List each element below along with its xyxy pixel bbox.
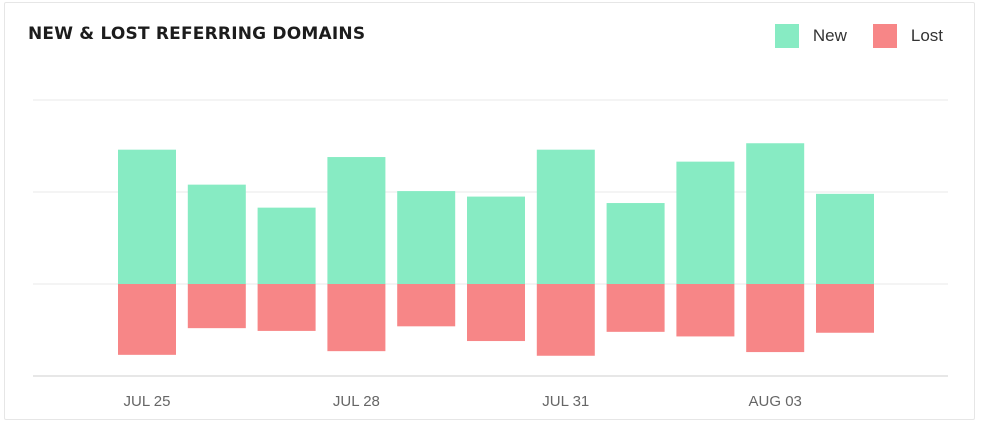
- bar-new-8[interactable]: [676, 161, 735, 284]
- x-tick-label: JUL 28: [333, 393, 380, 410]
- bar-lost-9[interactable]: [746, 284, 805, 353]
- bar-lost-3[interactable]: [327, 284, 386, 352]
- x-tick-label: JUL 31: [542, 393, 589, 410]
- legend-item-lost[interactable]: Lost: [872, 24, 943, 48]
- legend-swatch-new: [774, 24, 799, 48]
- bar-new-9[interactable]: [746, 143, 805, 284]
- bar-new-0[interactable]: [118, 149, 176, 284]
- bar-lost-10[interactable]: [816, 284, 874, 333]
- bar-new-6[interactable]: [536, 149, 595, 284]
- bar-lost-5[interactable]: [467, 284, 525, 342]
- legend-item-new[interactable]: New: [774, 24, 847, 48]
- bar-lost-2[interactable]: [257, 284, 316, 331]
- bar-new-5[interactable]: [467, 196, 525, 284]
- bar-new-7[interactable]: [606, 203, 665, 284]
- bar-lost-8[interactable]: [676, 284, 735, 337]
- bar-new-4[interactable]: [397, 191, 456, 284]
- bar-new-2[interactable]: [257, 207, 316, 284]
- chart-legend: New Lost: [749, 24, 943, 48]
- bar-lost-0[interactable]: [118, 284, 176, 355]
- legend-swatch-lost: [872, 24, 897, 48]
- bar-new-3[interactable]: [327, 157, 386, 284]
- x-tick-label: AUG 03: [749, 393, 802, 410]
- bar-lost-7[interactable]: [606, 284, 665, 332]
- bars: [118, 143, 874, 356]
- chart-title: NEW & LOST REFERRING DOMAINS: [28, 24, 366, 44]
- legend-label-lost: Lost: [910, 26, 943, 45]
- bar-lost-1[interactable]: [187, 284, 246, 329]
- x-tick-label: JUL 25: [124, 393, 171, 410]
- x-axis-ticks: JUL 25 JUL 28 JUL 31 AUG 03: [124, 393, 802, 410]
- bar-lost-6[interactable]: [536, 284, 595, 356]
- bar-new-10[interactable]: [816, 193, 874, 284]
- legend-label-new: New: [812, 26, 847, 45]
- bar-new-1[interactable]: [187, 184, 246, 284]
- bar-lost-4[interactable]: [397, 284, 456, 327]
